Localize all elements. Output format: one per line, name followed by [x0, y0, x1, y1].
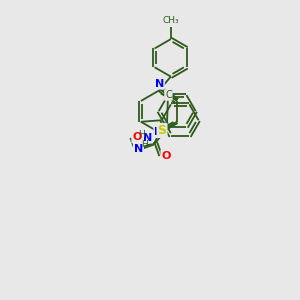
Text: C: C — [165, 90, 172, 100]
Text: N: N — [155, 79, 164, 89]
Text: N: N — [154, 127, 164, 137]
Text: N: N — [143, 133, 152, 142]
Text: S: S — [158, 124, 166, 137]
Text: N: N — [134, 144, 143, 154]
Text: O: O — [161, 151, 171, 161]
Text: H: H — [142, 140, 148, 149]
Text: O: O — [132, 132, 142, 142]
Text: CH₃: CH₃ — [163, 16, 179, 25]
Text: H: H — [138, 130, 144, 139]
